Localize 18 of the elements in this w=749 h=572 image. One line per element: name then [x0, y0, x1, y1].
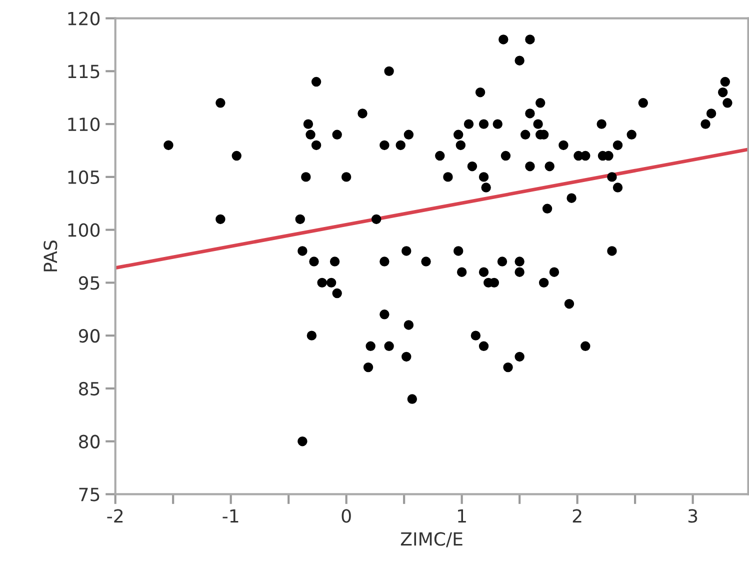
x-tick-label: -1: [222, 509, 238, 523]
y-axis-title: PAS: [44, 240, 58, 272]
y-tick-label: 100: [68, 223, 100, 237]
x-tick-label: 1: [458, 509, 466, 523]
y-tick-label: 120: [68, 12, 100, 26]
x-tick-label: 0: [342, 509, 351, 523]
x-tick-label: 3: [688, 509, 698, 523]
y-tick-label: 105: [68, 170, 100, 184]
y-tick-label: 95: [78, 276, 100, 290]
y-tick-label: 115: [68, 64, 100, 78]
y-tick-label: 90: [78, 329, 100, 343]
x-tick-label: 2: [572, 509, 582, 523]
y-tick-label: 110: [68, 118, 100, 132]
x-tick-label: -2: [107, 509, 123, 523]
x-axis-title: ZIMC/E: [400, 532, 462, 548]
y-tick-label: 75: [79, 488, 100, 502]
y-tick-label: 85: [79, 382, 100, 396]
y-tick-label: 80: [79, 434, 100, 448]
